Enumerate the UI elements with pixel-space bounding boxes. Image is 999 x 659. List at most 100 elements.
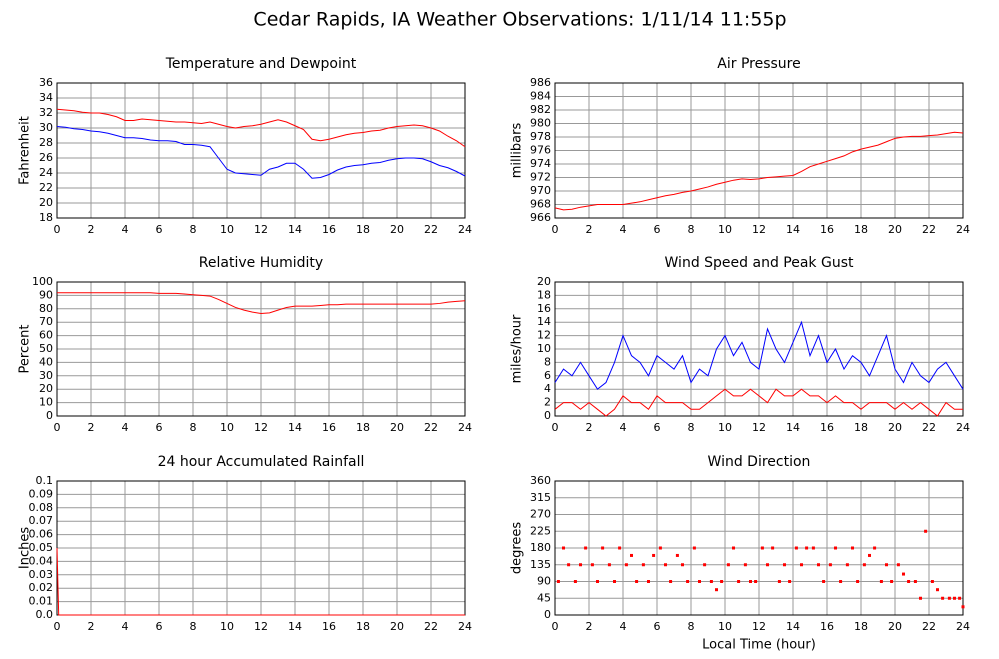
data-point — [958, 596, 962, 600]
x-tick-label: 24 — [956, 421, 970, 434]
y-tick-label: 966 — [530, 211, 551, 224]
data-point — [715, 588, 718, 592]
y-tick-label: 0.06 — [29, 528, 54, 541]
y-tick-label: 80 — [39, 302, 53, 315]
y-tick-label: 982 — [530, 103, 551, 116]
x-tick-label: 0 — [552, 620, 559, 633]
data-point — [873, 546, 877, 550]
data-point — [805, 546, 809, 550]
x-tick-label: 18 — [356, 223, 370, 236]
x-axis-label: Local Time (hour) — [702, 638, 816, 653]
y-tick-label: 970 — [530, 184, 551, 197]
data-point — [783, 563, 786, 567]
x-tick-label: 22 — [922, 223, 936, 236]
x-tick-label: 2 — [586, 421, 593, 434]
data-point — [913, 580, 917, 583]
x-tick-label: 20 — [390, 620, 404, 633]
data-point — [709, 580, 713, 583]
x-tick-label: 6 — [654, 620, 661, 633]
y-tick-label: 34 — [39, 91, 53, 104]
chart-title: Air Pressure — [717, 56, 800, 72]
x-tick-label: 24 — [458, 620, 472, 633]
y-tick-label: 980 — [530, 117, 551, 130]
x-tick-label: 12 — [752, 223, 766, 236]
data-point — [596, 580, 599, 583]
x-tick-label: 4 — [620, 223, 627, 236]
data-point — [567, 563, 571, 567]
data-point — [890, 580, 894, 583]
data-point — [737, 580, 741, 583]
y-axis-label: Fahrenheit — [18, 116, 33, 185]
x-tick-label: 2 — [88, 421, 95, 434]
data-point — [760, 546, 764, 550]
x-tick-label: 22 — [922, 620, 936, 633]
data-point — [607, 563, 611, 567]
x-tick-label: 8 — [190, 223, 197, 236]
data-point — [658, 546, 662, 550]
x-tick-label: 20 — [390, 223, 404, 236]
x-tick-label: 2 — [88, 223, 95, 236]
y-tick-label: 90 — [39, 288, 53, 301]
data-point — [961, 605, 965, 609]
data-point — [856, 580, 860, 583]
y-tick-label: 0.08 — [29, 501, 54, 514]
data-point — [947, 596, 951, 600]
data-point — [749, 580, 752, 583]
y-tick-label: 20 — [39, 196, 53, 209]
data-point — [601, 546, 605, 550]
y-tick-label: 968 — [530, 198, 551, 211]
x-tick-label: 14 — [288, 620, 302, 633]
x-tick-label: 8 — [190, 620, 197, 633]
x-tick-label: 16 — [820, 421, 834, 434]
data-point — [590, 563, 594, 567]
y-tick-label: 24 — [39, 166, 53, 179]
y-tick-label: 32 — [39, 106, 53, 119]
data-point — [811, 546, 815, 550]
y-tick-label: 8 — [544, 355, 551, 368]
x-tick-label: 18 — [854, 620, 868, 633]
data-point — [953, 596, 956, 600]
y-tick-label: 0.04 — [29, 554, 54, 567]
data-point — [907, 580, 911, 583]
x-tick-label: 0 — [54, 223, 61, 236]
y-tick-label: 22 — [39, 181, 53, 194]
data-point — [817, 563, 820, 567]
y-tick-label: 28 — [39, 136, 53, 149]
x-tick-label: 10 — [220, 223, 234, 236]
data-line — [56, 108, 466, 148]
data-line — [56, 126, 466, 179]
data-point — [556, 580, 560, 583]
data-line — [554, 131, 964, 211]
x-tick-label: 0 — [552, 223, 559, 236]
chart-title: 24 hour Accumulated Rainfall — [158, 454, 365, 470]
data-line — [554, 320, 964, 390]
x-tick-label: 12 — [254, 223, 268, 236]
x-tick-label: 0 — [54, 421, 61, 434]
y-tick-label: 0.09 — [29, 487, 54, 500]
x-tick-label: 18 — [356, 620, 370, 633]
y-tick-label: 315 — [530, 491, 551, 504]
data-point — [896, 563, 900, 567]
data-point — [936, 588, 939, 592]
x-tick-label: 8 — [688, 421, 695, 434]
data-point — [624, 563, 628, 567]
y-tick-label: 978 — [530, 130, 551, 143]
x-tick-label: 2 — [586, 223, 593, 236]
x-tick-label: 24 — [956, 223, 970, 236]
x-tick-label: 16 — [820, 620, 834, 633]
x-tick-label: 20 — [888, 421, 902, 434]
data-line — [554, 388, 963, 417]
data-point — [919, 596, 922, 600]
data-point — [834, 546, 837, 550]
y-tick-label: 0.07 — [29, 514, 54, 527]
x-tick-label: 16 — [322, 421, 336, 434]
data-point — [703, 563, 707, 567]
x-tick-label: 12 — [254, 421, 268, 434]
x-tick-label: 18 — [854, 223, 868, 236]
data-line — [56, 547, 465, 616]
data-point — [941, 596, 945, 600]
x-tick-label: 12 — [254, 620, 268, 633]
data-point — [681, 563, 684, 567]
plot-frame — [554, 82, 964, 219]
data-line — [57, 292, 466, 314]
